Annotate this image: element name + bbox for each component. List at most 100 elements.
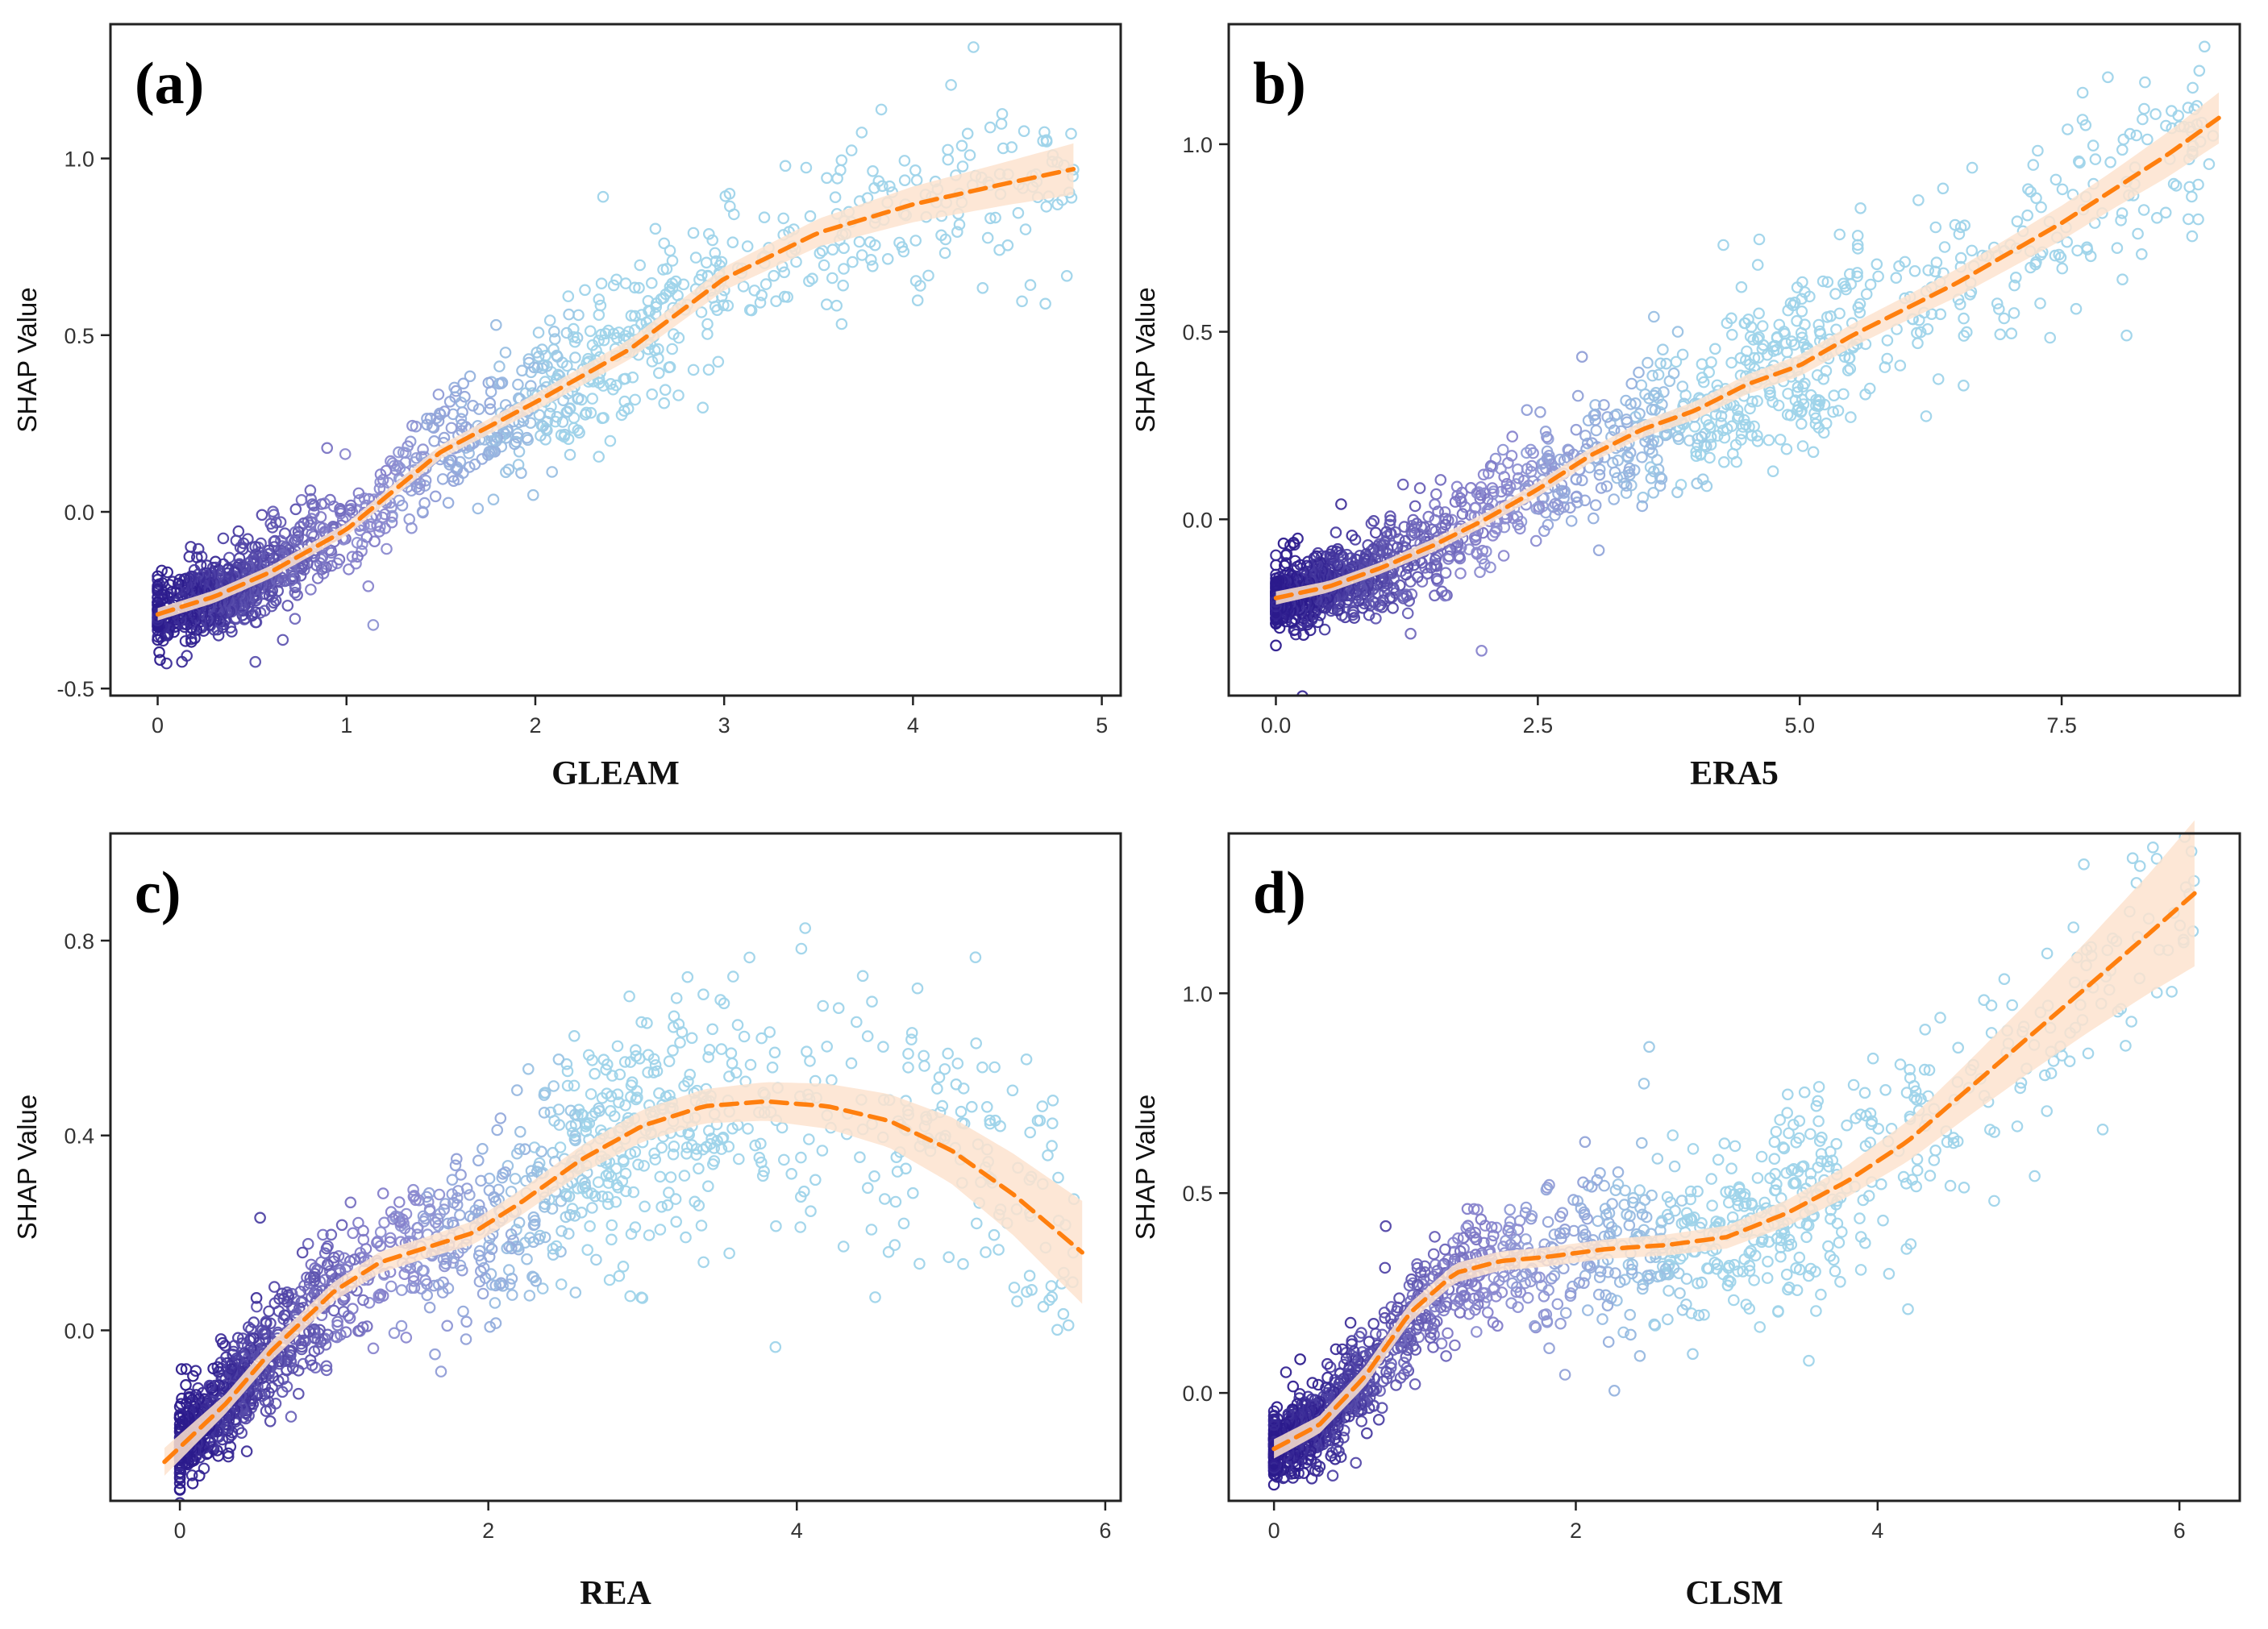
scatter-point: [452, 1185, 464, 1197]
scatter-point: [911, 294, 924, 306]
scatter-point: [2011, 215, 2024, 227]
scatter-point: [1734, 1187, 1747, 1200]
scatter-point: [334, 502, 346, 515]
scatter-point: [803, 275, 815, 288]
scatter-point: [905, 1027, 918, 1039]
scatter-point: [862, 1182, 874, 1195]
scatter-point: [1648, 1318, 1660, 1331]
scatter-point: [1803, 1270, 1815, 1282]
scatter-point: [1752, 351, 1765, 364]
scatter-point: [1449, 496, 1462, 508]
scatter-point: [966, 1100, 978, 1113]
scatter-point: [1430, 488, 1442, 501]
scatter-point: [1365, 517, 1378, 530]
scatter-point: [625, 1079, 638, 1091]
scatter-point: [1637, 491, 1650, 504]
scatter-point: [1539, 425, 1552, 438]
scatter-point: [2192, 213, 2204, 226]
scatter-point: [1877, 1214, 1889, 1227]
scatter-point: [331, 1315, 343, 1328]
scatter-point: [320, 1242, 333, 1255]
scatter-point: [2147, 842, 2159, 854]
scatter-point: [1046, 1290, 1058, 1303]
scatter-point: [643, 1229, 655, 1241]
scatter-point: [1502, 456, 1514, 469]
scatter-point: [1944, 1179, 1957, 1192]
scatter-point: [1639, 435, 1651, 448]
y-tick-label: 0.8: [64, 929, 94, 954]
scatter-point: [1821, 1155, 1833, 1168]
scatter-point: [417, 443, 429, 455]
scatter-point: [1837, 277, 1850, 290]
scatter-point: [1938, 241, 1951, 253]
scatter-point: [1683, 434, 1696, 447]
scatter-point: [457, 1305, 469, 1318]
fit-line: [1273, 115, 2221, 600]
scatter-point: [2166, 986, 2178, 998]
scatter-point: [1684, 1193, 1696, 1206]
fit-line-layer: [162, 1099, 1084, 1465]
scatter-point: [506, 1242, 518, 1255]
scatter-point: [703, 1044, 716, 1056]
scatter-point: [1051, 1324, 1063, 1336]
scatter-point: [175, 1363, 188, 1375]
scatter-point: [460, 1333, 472, 1345]
scatter-point: [1648, 310, 1660, 323]
scatter-point: [2130, 129, 2143, 142]
scatter-point: [770, 1220, 782, 1232]
scatter-point: [1270, 612, 1282, 625]
scatter-point: [1743, 1265, 1756, 1277]
scatter-point: [1310, 550, 1323, 563]
scatter-point: [1807, 446, 1820, 459]
scatter-point: [352, 1325, 364, 1337]
scatter-point: [1604, 417, 1617, 430]
scatter-point: [454, 1259, 467, 1272]
scatter-point: [372, 1290, 385, 1302]
scatter-point: [549, 415, 562, 428]
scatter-point: [1609, 1267, 1621, 1279]
scatter-point: [1825, 1204, 1837, 1216]
scatter-point: [1811, 369, 1824, 381]
scatter-point: [601, 1198, 614, 1211]
scatter-point: [509, 1173, 522, 1185]
scatter-point: [484, 397, 496, 409]
scatter-point: [544, 1106, 557, 1119]
scatter-point: [436, 473, 449, 485]
scatter-point: [830, 299, 843, 312]
scatter-point: [945, 79, 957, 91]
scatter-point: [589, 1067, 601, 1080]
scatter-point: [1609, 1184, 1622, 1196]
scatter-point: [516, 364, 528, 377]
scatter-point: [1643, 1041, 1655, 1053]
scatter-point: [192, 1382, 204, 1394]
scatter-point: [922, 269, 934, 282]
scatter-point: [1612, 1166, 1625, 1178]
scatter-point: [882, 1246, 895, 1258]
scatter-point: [568, 335, 581, 348]
scatter-point: [855, 810, 864, 820]
scatter-point: [1958, 330, 1970, 342]
scatter-point: [323, 1265, 336, 1278]
scatter-point: [614, 1068, 626, 1081]
scatter-point: [1860, 1109, 1872, 1122]
scatter-point: [1618, 1199, 1630, 1211]
scatter-point: [285, 1411, 298, 1423]
scatter-point: [777, 212, 789, 225]
x-tick-label: 0: [174, 1519, 186, 1543]
scatter-point: [564, 1104, 577, 1117]
scatter-point: [1529, 534, 1542, 547]
scatter-point: [373, 526, 385, 538]
scatter-point: [1769, 1184, 1781, 1197]
scatter-point: [522, 1063, 535, 1075]
scatter-point: [2056, 262, 2069, 275]
scatter-point: [2182, 102, 2195, 114]
scatter-point: [311, 572, 324, 584]
scatter-point: [460, 1315, 472, 1328]
scatter-point: [161, 566, 173, 579]
scatter-point: [547, 1249, 560, 1261]
scatter-point: [1637, 1282, 1649, 1295]
scatter-point: [1958, 312, 1970, 325]
scatter-point: [263, 1305, 275, 1318]
scatter-point: [1709, 343, 1721, 355]
